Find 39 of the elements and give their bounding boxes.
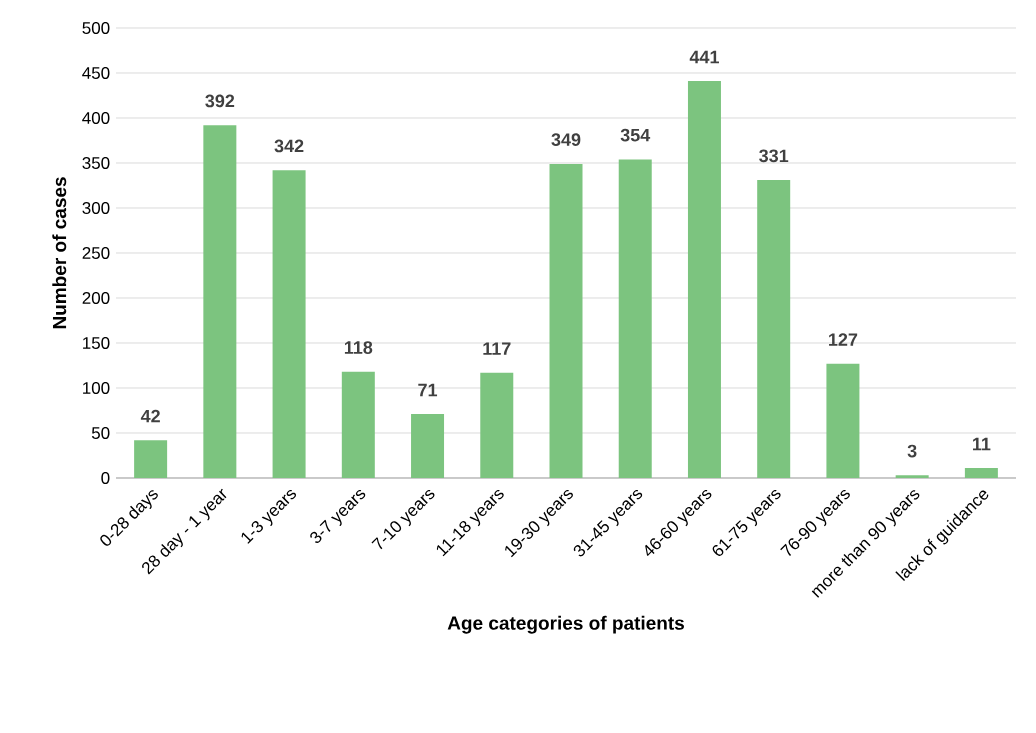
y-tick-label: 150 [83, 336, 110, 350]
y-tick-label: 500 [82, 21, 110, 35]
bar [895, 475, 929, 478]
x-axis-title: Age categories of patients [447, 615, 684, 634]
y-tick-label: 350 [82, 156, 110, 170]
data-label: 354 [620, 128, 651, 142]
bar [341, 371, 375, 478]
bar [411, 414, 445, 478]
bar [618, 159, 652, 478]
data-label: 331 [759, 149, 789, 163]
bar [134, 440, 168, 478]
y-tick-label: 100 [83, 381, 110, 395]
data-label: 127 [829, 333, 858, 346]
data-label: 117 [483, 342, 511, 355]
data-label: 118 [344, 341, 373, 354]
bar [687, 81, 721, 478]
bar [964, 468, 998, 478]
data-label: 71 [418, 383, 438, 397]
data-label: 11 [973, 437, 991, 451]
bar [757, 180, 791, 478]
y-tick-label: 400 [82, 111, 110, 125]
bar [203, 125, 237, 478]
y-tick-label: 450 [82, 66, 110, 80]
data-label: 342 [274, 139, 304, 153]
data-label: 42 [140, 409, 160, 423]
data-label: 392 [205, 94, 235, 108]
y-tick-label: 250 [82, 246, 110, 260]
bar [480, 372, 514, 478]
bar [272, 170, 306, 478]
data-label: 349 [551, 133, 581, 147]
data-label: 3 [907, 444, 917, 458]
data-label: 441 [689, 50, 719, 64]
y-tick-label: 300 [82, 201, 110, 215]
y-axis-title: Number of cases [52, 177, 67, 329]
bar [826, 363, 860, 478]
y-tick-label: 200 [82, 291, 110, 305]
y-tick-label: 50 [91, 426, 110, 440]
y-tick-label: 0 [101, 471, 110, 485]
bar [549, 163, 583, 478]
